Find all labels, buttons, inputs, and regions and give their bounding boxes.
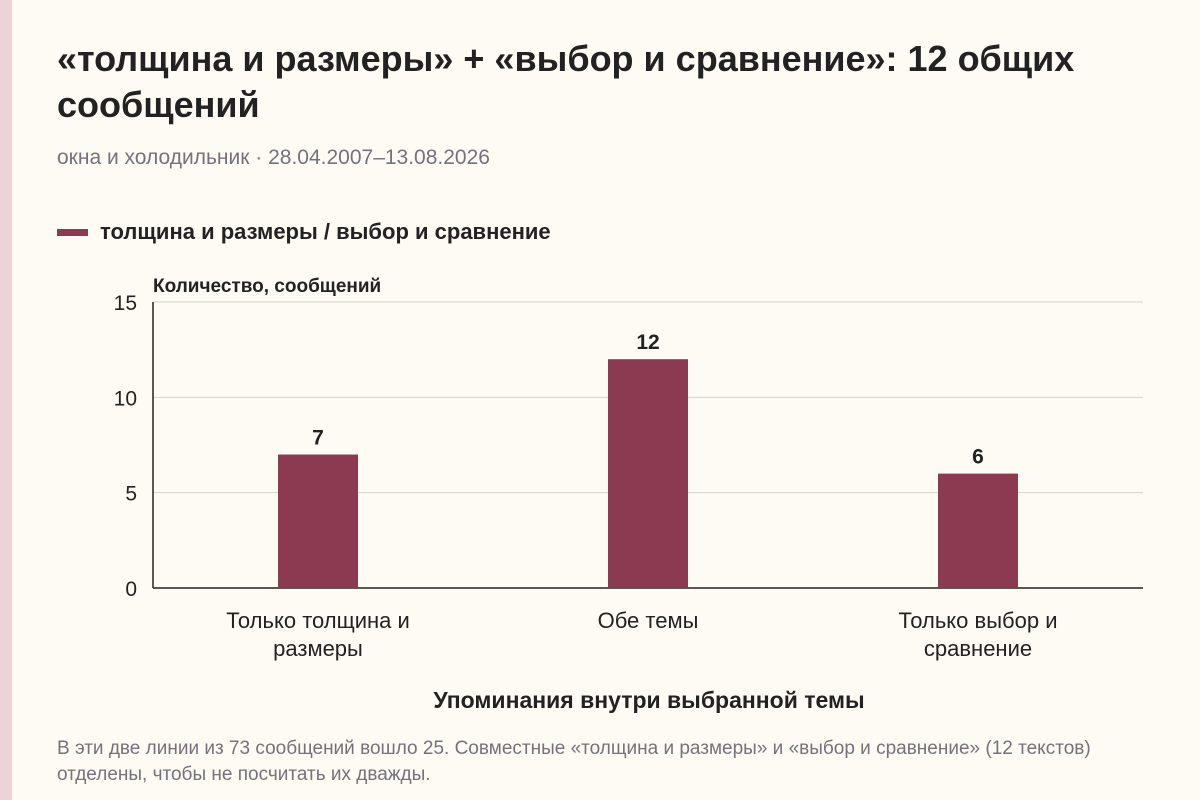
data-label: 7 <box>312 427 324 450</box>
bar <box>608 359 688 588</box>
legend-swatch <box>57 228 88 236</box>
bar <box>278 454 358 588</box>
y-tick-label: 0 <box>125 578 137 601</box>
chart-subtitle: окна и холодильник · 28.04.2007–13.08.20… <box>57 146 490 169</box>
bars-layer <box>278 359 1018 588</box>
x-tick-label: Обе темы <box>598 608 699 633</box>
x-tick-label: размеры <box>273 636 363 661</box>
data-label: 12 <box>636 331 659 354</box>
labels-layer: 0 5 10 15 7 Только толщина и размеры 12 Обе темы… <box>114 292 1058 661</box>
side-accent-strip <box>0 0 12 800</box>
legend: толщина и размеры / выбор и сравнение <box>57 219 551 245</box>
y-tick-label: 5 <box>125 483 137 506</box>
data-label: 6 <box>972 446 984 469</box>
bar <box>938 473 1018 588</box>
legend-label: толщина и размеры / выбор и сравнение <box>100 219 551 244</box>
chart-title: «толщина и размеры» + «выбор и сравнение… <box>57 38 1075 125</box>
x-tick-label: Только толщина и <box>226 608 410 633</box>
x-axis-label: Упоминания внутри выбранной темы <box>433 687 864 713</box>
y-axis-label: Количество, сообщений <box>153 276 381 297</box>
footnote: В эти две линии из 73 сообщений вошло 25… <box>57 738 1091 785</box>
x-tick-label: сравнение <box>924 636 1032 661</box>
y-tick-label: 15 <box>114 292 137 315</box>
x-tick-label: Только выбор и <box>899 608 1058 633</box>
y-tick-label: 10 <box>114 387 137 410</box>
